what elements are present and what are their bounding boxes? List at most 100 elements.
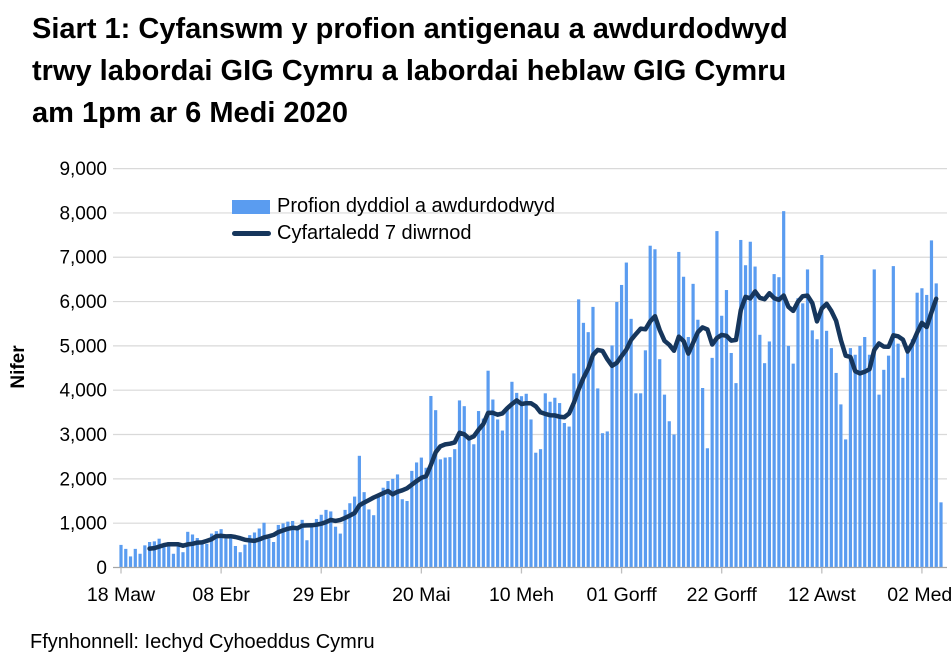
- bar: [934, 283, 938, 568]
- bar: [324, 509, 328, 568]
- bar: [319, 514, 323, 568]
- bar: [424, 467, 428, 568]
- bar: [133, 548, 137, 568]
- svg-text:6,000: 6,000: [59, 292, 107, 313]
- bar: [772, 274, 776, 568]
- bar: [906, 352, 910, 568]
- bar: [395, 474, 400, 568]
- bar: [500, 430, 504, 568]
- bar: [672, 434, 676, 568]
- svg-text:1,000: 1,000: [59, 514, 107, 535]
- bar: [639, 393, 643, 568]
- bar: [448, 457, 452, 568]
- bar: [643, 350, 648, 568]
- chart-title-line-1: Siart 1: Cyfanswm y profion antigenau a …: [32, 13, 788, 45]
- bar: [519, 396, 524, 568]
- bar: [376, 495, 381, 568]
- svg-text:0: 0: [96, 558, 107, 579]
- bar: [233, 546, 238, 568]
- bar: [577, 299, 581, 568]
- bar: [853, 354, 857, 568]
- legend-bar-label: Profion dyddiol a awdurdodwyd: [277, 195, 555, 217]
- bar: [667, 421, 671, 568]
- bar: [190, 534, 195, 568]
- x-axis-tick-labels: 18 Maw 08 Ebr 29 Ebr 20 Mai 10 Meh 01 Gorff 22…: [87, 584, 951, 606]
- bar: [505, 407, 509, 568]
- bar: [462, 406, 466, 568]
- bar: [658, 359, 662, 568]
- bar: [791, 363, 795, 568]
- bar: [414, 462, 419, 568]
- chart-title-line-2: trwy labordai GIG Cymru a labordai hebla…: [32, 55, 787, 87]
- bar: [400, 499, 404, 568]
- bar: [724, 290, 729, 568]
- bar: [739, 239, 743, 568]
- x-axis: [113, 566, 947, 574]
- svg-text:4,000: 4,000: [59, 381, 107, 402]
- bar: [925, 294, 929, 568]
- bar: [610, 345, 614, 568]
- bar: [405, 501, 409, 568]
- bar: [867, 354, 872, 568]
- bar: [262, 522, 266, 568]
- svg-text:02 Medi: 02 Medi: [887, 584, 951, 606]
- bar: [653, 249, 657, 568]
- bar: [529, 419, 533, 568]
- svg-text:08 Ebr: 08 Ebr: [192, 584, 250, 606]
- bar: [748, 241, 752, 568]
- bar: [786, 345, 791, 568]
- bar: [743, 265, 748, 568]
- bar: [281, 523, 285, 568]
- bar: [691, 283, 695, 568]
- y-axis-title: Nifer: [8, 345, 29, 389]
- bar: [886, 355, 891, 568]
- bar: [815, 339, 819, 568]
- bar: [634, 393, 638, 568]
- bar: [167, 542, 171, 568]
- bar: [143, 545, 147, 568]
- legend-item-daily-bars: Profion dyddiol a awdurdodwyd: [232, 193, 555, 220]
- bar: [438, 459, 443, 568]
- bar: [224, 538, 228, 568]
- bar: [848, 348, 853, 568]
- bar: [429, 395, 433, 568]
- bar: [314, 518, 319, 568]
- bar: [834, 372, 838, 568]
- bar: [896, 343, 900, 568]
- bar: [209, 533, 214, 568]
- legend: Profion dyddiol a awdurdodwyd Cyfartaled…: [232, 193, 555, 247]
- bar: [267, 538, 271, 568]
- bar: [929, 240, 934, 568]
- svg-text:01 Gorff: 01 Gorff: [587, 584, 658, 606]
- bar: [548, 401, 552, 568]
- bar: [257, 528, 261, 568]
- bar: [686, 337, 690, 568]
- bar: [295, 526, 299, 568]
- legend-line-label: Cyfartaledd 7 diwrnod: [277, 222, 472, 244]
- bar: [824, 330, 829, 568]
- svg-text:5,000: 5,000: [59, 336, 107, 357]
- bar: [543, 393, 547, 568]
- bar: [128, 556, 133, 568]
- bar: [720, 315, 724, 568]
- bar: [810, 330, 814, 568]
- bar: [705, 448, 709, 568]
- bar: [619, 284, 624, 568]
- bar: [381, 487, 385, 568]
- bar: [457, 400, 462, 568]
- bar: [171, 553, 176, 568]
- bar: [157, 538, 161, 568]
- bar: [734, 383, 738, 568]
- bar: [453, 449, 457, 568]
- bar: [291, 520, 295, 568]
- bar: [491, 399, 495, 568]
- bar: [567, 426, 571, 568]
- bar: [796, 298, 800, 568]
- bar: [767, 341, 771, 568]
- bar: [753, 266, 757, 568]
- bar: [662, 394, 667, 568]
- bar: [510, 381, 514, 568]
- bar: [434, 410, 438, 568]
- bar: [410, 470, 414, 568]
- bar: [481, 418, 485, 568]
